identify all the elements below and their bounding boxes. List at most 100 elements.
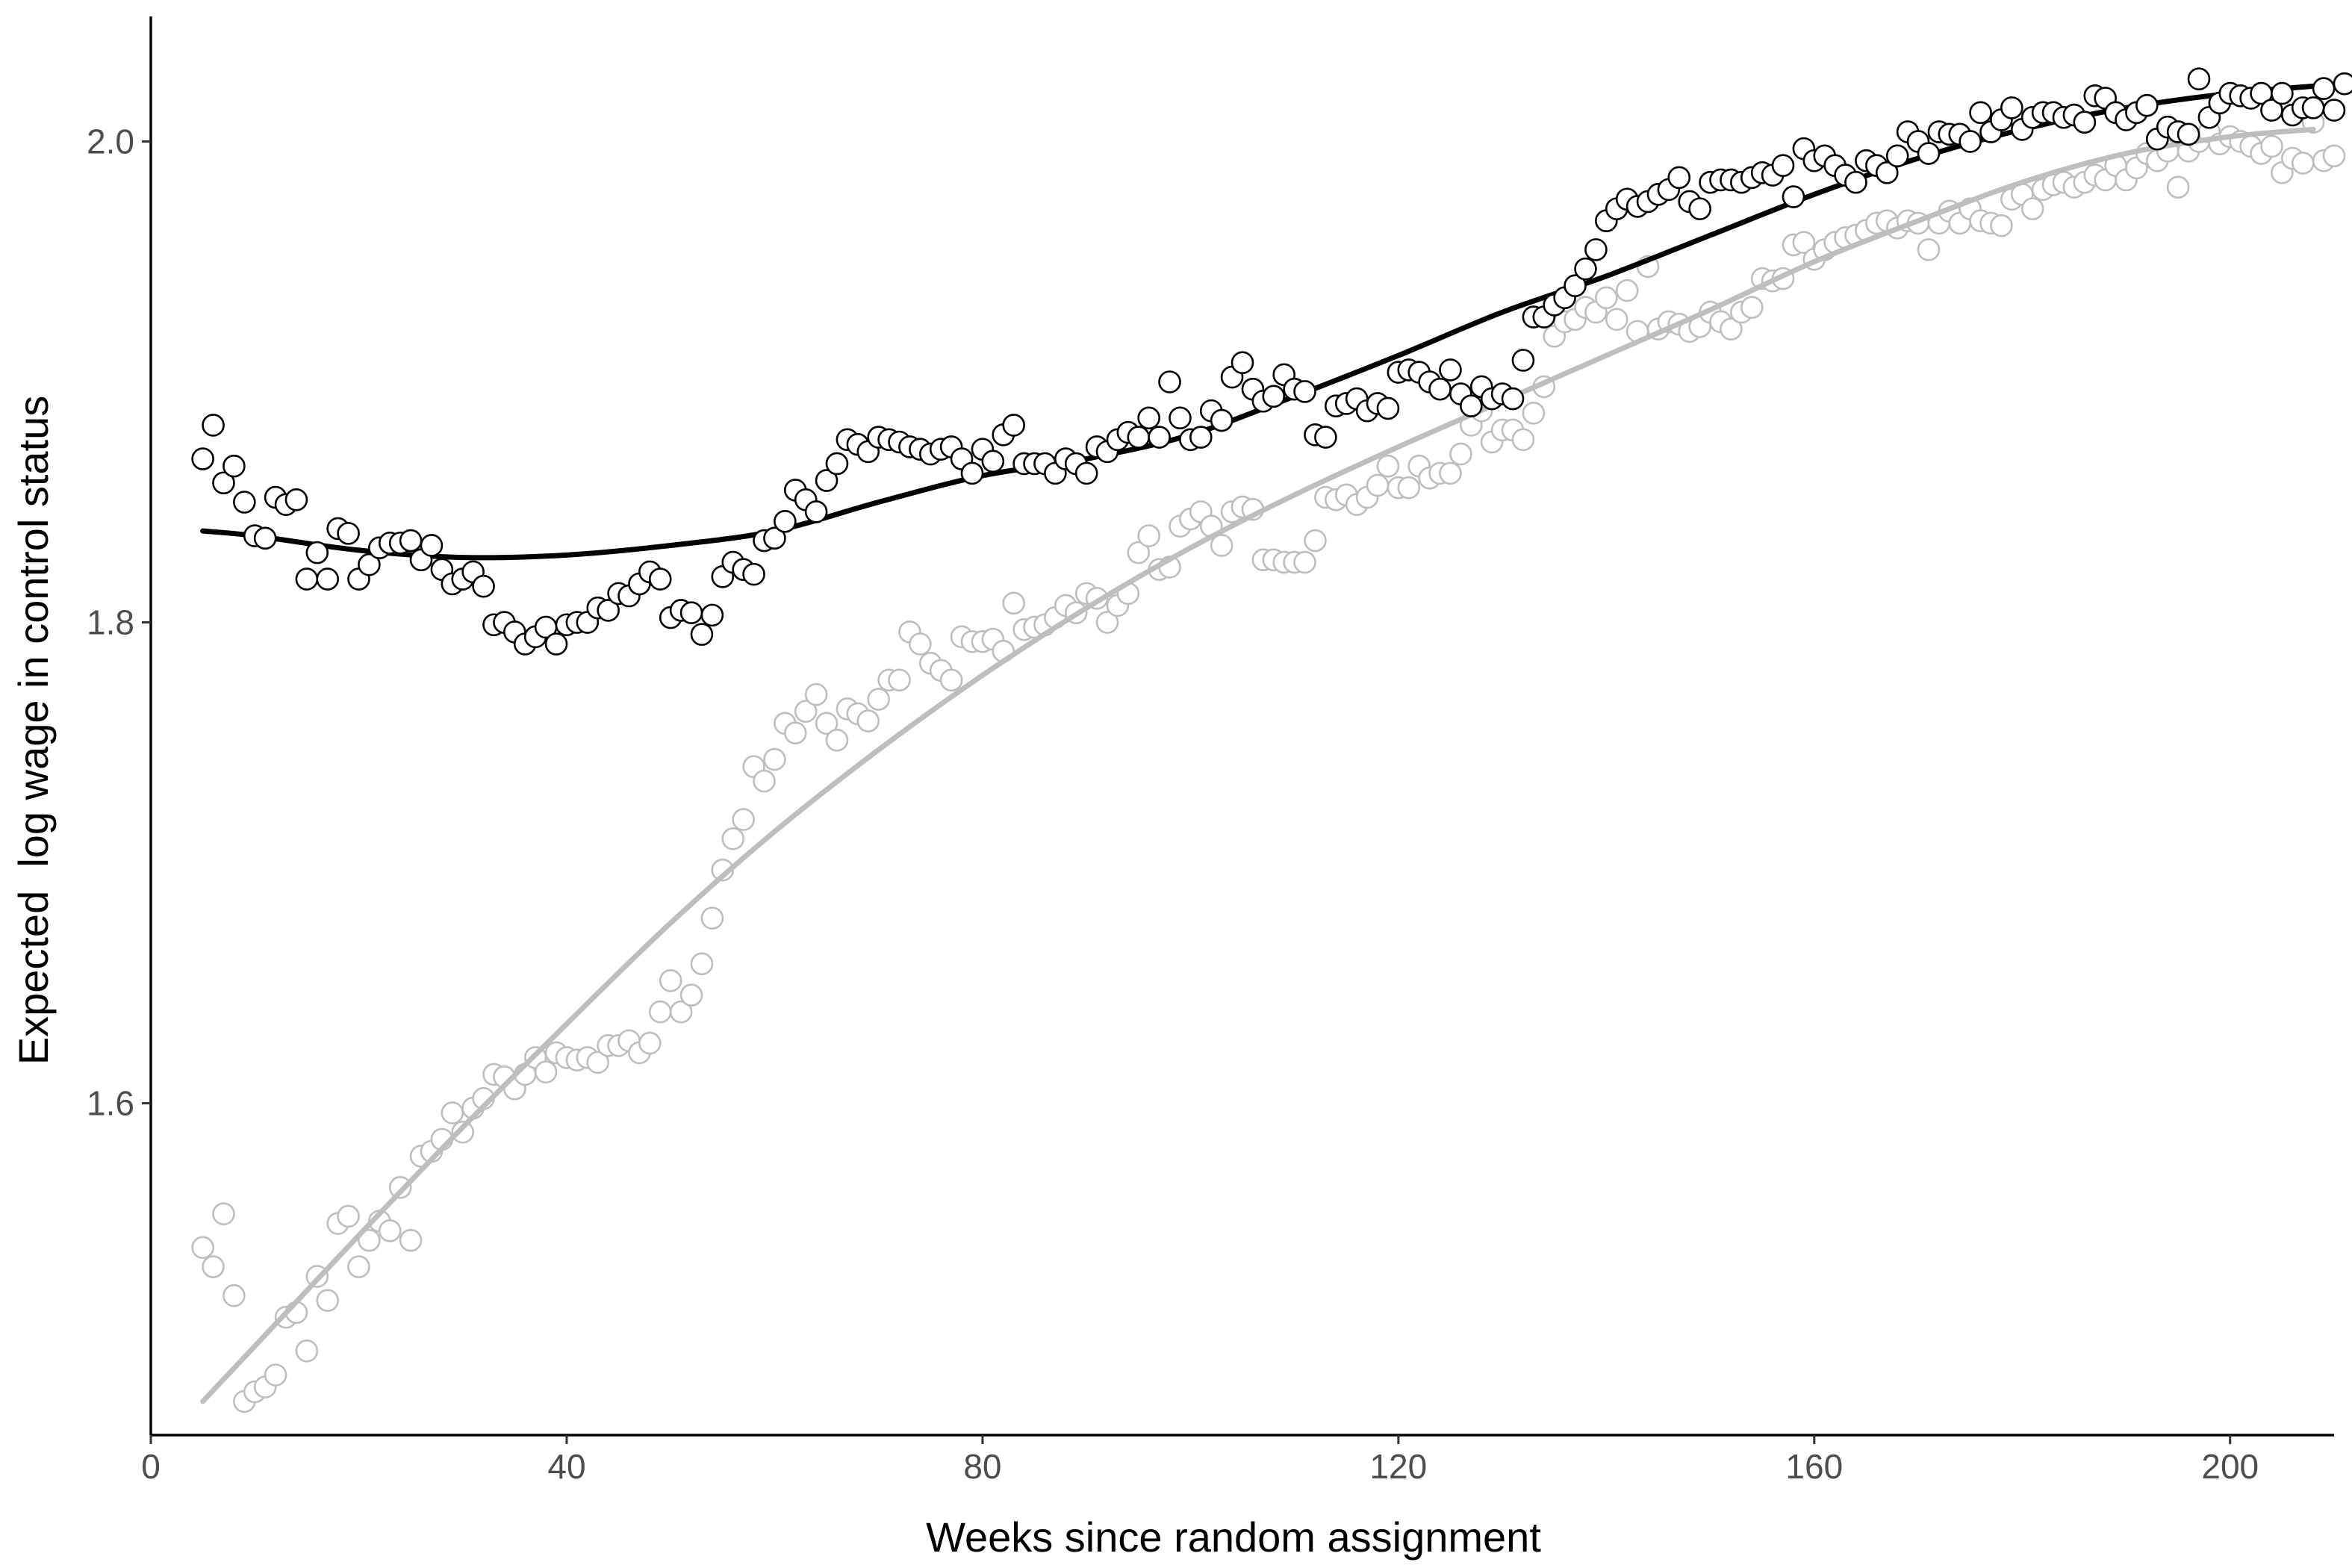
black-data-point bbox=[1169, 406, 1192, 430]
x-tick-label: 0 bbox=[141, 1447, 161, 1486]
black-data-point bbox=[679, 601, 703, 624]
axes: 0 40 80 120 160 200 1.6 1.8 2.0 bbox=[87, 16, 2334, 1486]
gray-data-point bbox=[648, 1000, 672, 1024]
x-tick-label: 40 bbox=[547, 1447, 585, 1486]
x-tick-label: 80 bbox=[963, 1447, 1001, 1486]
black-data-point bbox=[1959, 130, 1982, 153]
gray-data-point bbox=[1127, 541, 1151, 564]
black-data-point bbox=[2322, 99, 2346, 122]
gray-data-point bbox=[2291, 152, 2315, 175]
gray-data-point bbox=[1210, 534, 1233, 557]
gray-data-point bbox=[815, 712, 839, 735]
gray-data-point bbox=[1439, 461, 1462, 485]
black-data-point bbox=[358, 553, 381, 576]
y-axis-title: Expected log wage in control status bbox=[10, 396, 57, 1065]
gray-data-point bbox=[1740, 296, 1764, 319]
black-data-point bbox=[1688, 197, 1711, 220]
black-data-point bbox=[1782, 185, 1805, 208]
gray-data-point bbox=[534, 1060, 558, 1084]
gray-data-point bbox=[399, 1228, 423, 1252]
gray-data-point bbox=[1304, 529, 1327, 553]
black-data-point bbox=[1584, 238, 1608, 261]
gray-data-point bbox=[721, 827, 745, 850]
black-data-point bbox=[1771, 154, 1795, 177]
black-data-point bbox=[472, 574, 495, 598]
black-data-point bbox=[774, 509, 797, 533]
black-data-point bbox=[2000, 96, 2023, 119]
gray-data-point bbox=[1376, 454, 1400, 478]
gray-data-point bbox=[1522, 402, 1546, 425]
black-fitted-line bbox=[200, 83, 2316, 561]
gray-data-point bbox=[679, 983, 703, 1007]
gray-data-point bbox=[388, 1176, 412, 1199]
black-data-point bbox=[1314, 426, 1337, 449]
gray-data-point bbox=[1397, 476, 1421, 500]
black-data-point bbox=[1917, 142, 1941, 165]
gray-data-point bbox=[2166, 175, 2190, 199]
y-tick-label: 2.0 bbox=[87, 122, 134, 161]
gray-data-point bbox=[264, 1363, 287, 1387]
gray-data-point bbox=[1615, 279, 1639, 302]
black-data-point bbox=[212, 471, 235, 495]
gray-data-point bbox=[1366, 473, 1390, 497]
gray-data-point bbox=[337, 1204, 360, 1228]
black-data-point bbox=[1137, 406, 1160, 430]
black-data-point bbox=[1969, 101, 1992, 125]
x-tick-label: 200 bbox=[2201, 1447, 2259, 1486]
gray-data-point bbox=[1002, 591, 1025, 615]
black-data-point bbox=[1127, 426, 1151, 449]
gray-data-point bbox=[1990, 214, 2013, 237]
gray-data-point bbox=[212, 1202, 235, 1226]
gray-data-point bbox=[191, 1236, 214, 1260]
y-tick-label: 1.6 bbox=[87, 1084, 134, 1123]
gray-data-point bbox=[856, 709, 880, 732]
black-data-point bbox=[825, 452, 849, 476]
black-data-point bbox=[253, 526, 277, 550]
black-data-point bbox=[1439, 358, 1462, 382]
black-data-point bbox=[1885, 144, 1909, 168]
gray-data-point bbox=[1792, 231, 1816, 255]
black-data-point bbox=[284, 488, 308, 511]
gray-data-point bbox=[358, 1228, 381, 1252]
gray-data-point bbox=[1449, 442, 1472, 466]
gray-data-point bbox=[586, 1051, 610, 1074]
black-data-point bbox=[2187, 67, 2211, 91]
x-tick-label: 120 bbox=[1369, 1447, 1427, 1486]
gray-data-point bbox=[295, 1339, 319, 1363]
gray-data-point bbox=[1137, 524, 1160, 547]
x-tick-label: 160 bbox=[1785, 1447, 1843, 1486]
gray-data-point bbox=[1720, 317, 1743, 340]
black-data-point bbox=[1667, 166, 1691, 190]
gray-data-point bbox=[753, 769, 776, 793]
gray-data-point bbox=[1917, 238, 1941, 261]
black-data-point bbox=[1511, 349, 1535, 372]
black-data-point bbox=[1574, 257, 1597, 281]
gray-data-point bbox=[1605, 308, 1628, 332]
black-data-point bbox=[223, 454, 246, 478]
gray-data-point bbox=[638, 1031, 662, 1055]
gray-data-point bbox=[763, 747, 786, 771]
gray-data-point bbox=[690, 952, 714, 976]
gray-data-point bbox=[2020, 197, 2044, 220]
black-data-point bbox=[1501, 387, 1525, 411]
gray-data-point bbox=[451, 1120, 475, 1144]
black-data-point bbox=[337, 522, 360, 545]
black-data-point bbox=[202, 414, 225, 437]
gray-data-point bbox=[804, 682, 828, 706]
black-data-point bbox=[544, 632, 568, 656]
black-data-point bbox=[1231, 351, 1254, 375]
black-data-point bbox=[981, 449, 1005, 473]
black-data-point bbox=[399, 529, 423, 553]
gray-data-point bbox=[888, 668, 911, 692]
black-data-point bbox=[2177, 122, 2200, 146]
black-data-point bbox=[763, 526, 786, 550]
black-data-point bbox=[295, 567, 319, 591]
black-data-point bbox=[960, 461, 984, 485]
gray-data-point bbox=[1511, 428, 1535, 452]
black-data-point bbox=[2135, 93, 2159, 117]
black-data-point bbox=[420, 534, 444, 557]
gray-series-points bbox=[191, 111, 2346, 1413]
black-series-points bbox=[191, 67, 2352, 656]
gray-fitted-line bbox=[200, 126, 2316, 1404]
